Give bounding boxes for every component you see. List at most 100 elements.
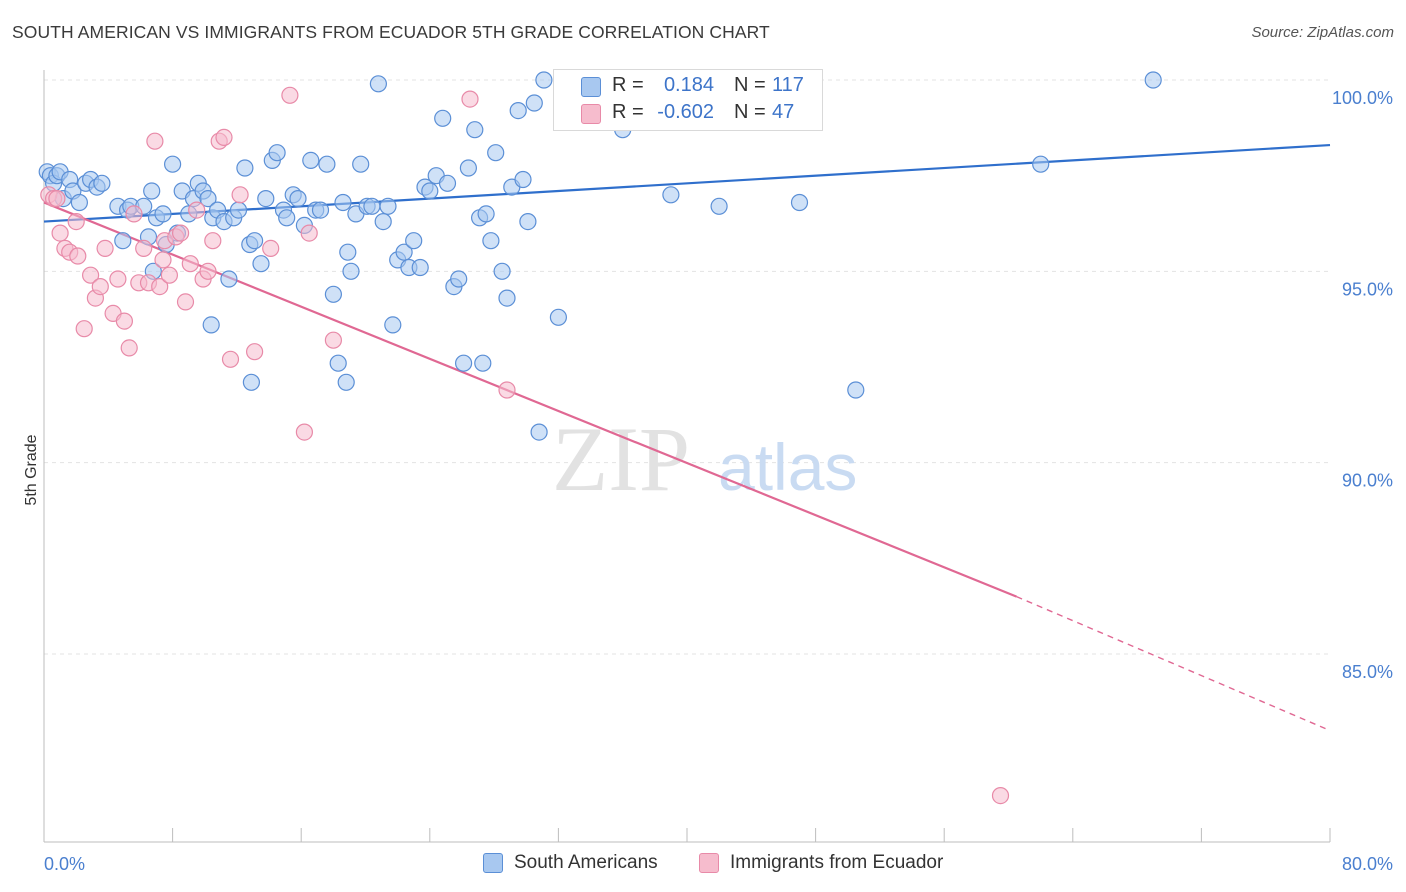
point-south-american xyxy=(220,270,238,288)
point-south-american xyxy=(438,174,457,192)
chart-source: Source: ZipAtlas.com xyxy=(1251,24,1394,41)
point-south-american xyxy=(199,190,217,208)
point-south-american xyxy=(93,174,111,192)
point-south-american xyxy=(324,285,342,303)
point-ecuador xyxy=(151,278,169,296)
point-ecuador xyxy=(221,350,240,368)
point-ecuador xyxy=(48,190,66,208)
point-ecuador xyxy=(215,128,233,146)
point-south-american xyxy=(70,193,89,212)
point-south-american xyxy=(662,186,680,204)
point-south-american xyxy=(236,159,254,177)
n-label: N = xyxy=(734,74,766,96)
legend-swatch-ecuador xyxy=(699,853,719,873)
r-value: -0.602 xyxy=(657,101,714,123)
points-layer xyxy=(38,71,1162,805)
n-value: 117 xyxy=(772,74,804,96)
point-south-american xyxy=(114,232,132,250)
point-ecuador xyxy=(51,224,69,242)
point-south-american xyxy=(474,354,492,372)
watermark: ZIP atlas xyxy=(552,408,857,510)
point-ecuador xyxy=(295,423,313,441)
point-ecuador xyxy=(154,251,172,269)
point-south-american xyxy=(530,423,548,441)
y-tick-label: 100.0% xyxy=(1332,88,1393,108)
point-ecuador xyxy=(461,90,479,108)
y-tick-label: 95.0% xyxy=(1342,279,1393,299)
point-south-american xyxy=(1032,155,1050,173)
point-south-american xyxy=(466,121,484,139)
point-ecuador xyxy=(246,343,264,361)
point-ecuador xyxy=(324,331,342,349)
point-south-american xyxy=(710,197,728,215)
correlation-legend: R = 0.184 N = 117 R = -0.602 N = 47 xyxy=(553,69,823,131)
y-tick-label: 85.0% xyxy=(1342,662,1393,682)
point-south-american xyxy=(369,75,387,93)
point-south-american xyxy=(329,354,347,372)
point-south-american xyxy=(302,151,320,169)
trendline-south-americans xyxy=(43,143,1331,223)
point-ecuador xyxy=(109,270,127,288)
point-ecuador xyxy=(135,239,153,257)
y-tick-label: 90.0% xyxy=(1342,471,1393,491)
point-south-american xyxy=(143,182,161,200)
point-ecuador xyxy=(204,232,222,250)
point-ecuador xyxy=(300,224,318,242)
point-south-american xyxy=(421,182,439,200)
point-ecuador xyxy=(69,247,87,265)
legend-label-south-americans: South Americans xyxy=(514,852,658,873)
point-south-american xyxy=(450,270,468,288)
point-south-american xyxy=(246,232,264,250)
watermark-atlas: atlas xyxy=(718,430,857,504)
point-south-american xyxy=(411,258,429,277)
point-south-american xyxy=(405,232,423,250)
point-south-american xyxy=(374,213,392,231)
x-tick-label: 0.0% xyxy=(44,854,85,874)
point-ecuador xyxy=(160,266,178,284)
point-south-american xyxy=(202,316,220,334)
point-south-american xyxy=(318,155,336,173)
y-axis-label: 5th Grade xyxy=(23,434,40,505)
point-ecuador xyxy=(67,213,85,231)
point-south-american xyxy=(252,255,270,273)
point-south-american xyxy=(229,201,248,219)
point-south-american xyxy=(311,201,330,219)
point-south-american xyxy=(477,205,495,223)
point-south-american xyxy=(334,193,352,212)
watermark-zip: ZIP xyxy=(552,408,690,510)
point-south-american xyxy=(790,193,809,212)
legend-swatch-pink xyxy=(581,104,601,124)
point-south-american xyxy=(339,243,357,261)
point-ecuador xyxy=(176,293,195,311)
point-south-american xyxy=(352,155,370,173)
point-south-american xyxy=(154,205,172,223)
point-south-american xyxy=(847,381,865,399)
point-south-american xyxy=(498,289,516,307)
point-south-american xyxy=(549,308,568,326)
r-value: 0.184 xyxy=(663,74,714,96)
point-ecuador xyxy=(146,132,164,150)
chart-title: SOUTH AMERICAN VS IMMIGRANTS FROM ECUADO… xyxy=(12,22,770,42)
point-ecuador xyxy=(188,201,206,219)
point-south-american xyxy=(482,232,500,250)
point-south-american xyxy=(337,373,355,391)
point-south-american xyxy=(509,101,527,120)
n-value: 47 xyxy=(772,101,795,123)
point-south-american xyxy=(257,190,275,208)
y-tick-labels: 100.0% 95.0% 90.0% 85.0% xyxy=(1332,88,1393,682)
point-south-american xyxy=(363,197,381,215)
point-south-american xyxy=(164,155,182,173)
legend-label-ecuador: Immigrants from Ecuador xyxy=(730,852,944,873)
point-south-american xyxy=(342,262,360,280)
point-south-american xyxy=(289,190,307,208)
point-south-american xyxy=(278,209,296,227)
point-south-american xyxy=(525,94,543,112)
point-ecuador xyxy=(96,239,114,257)
point-south-american xyxy=(268,144,286,162)
trendline-ecuador-extension xyxy=(1016,595,1331,732)
legend-swatch-south-americans xyxy=(483,853,503,873)
n-label: N = xyxy=(734,101,766,123)
point-south-american xyxy=(493,262,511,280)
r-label: R = xyxy=(612,74,644,96)
